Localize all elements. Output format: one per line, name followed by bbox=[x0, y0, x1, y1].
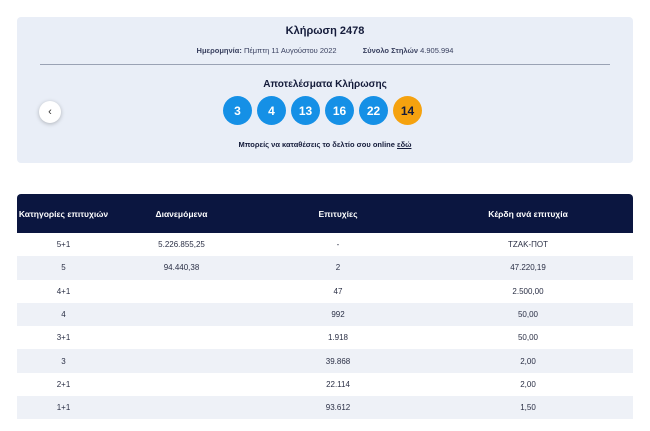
online-note: Μπορείς να καταθέσεις το δελτίο σου onli… bbox=[17, 140, 633, 149]
number-ball: 16 bbox=[325, 96, 354, 125]
draw-title: Κλήρωση 2478 bbox=[285, 25, 365, 37]
number-ball: 22 bbox=[359, 96, 388, 125]
cell-category: 4+1 bbox=[56, 286, 71, 296]
online-note-text: Μπορείς να καταθέσεις το δελτίο σου onli… bbox=[238, 140, 395, 149]
cell-winners: 39.868 bbox=[325, 356, 351, 366]
cell-distributed bbox=[110, 373, 253, 396]
date-value: Πέμπτη 11 Αυγούστου 2022 bbox=[243, 46, 337, 55]
table-row: 4+1 47 2.500,00 bbox=[17, 279, 633, 303]
cell-distributed bbox=[110, 303, 253, 326]
header-distributed: Διανεμόμενα bbox=[155, 208, 208, 219]
winning-numbers: 3 4 13 16 22 14 bbox=[223, 96, 422, 125]
table-row: 3 39.868 2,00 bbox=[17, 349, 633, 373]
cell-category: 5 bbox=[61, 263, 66, 273]
chevron-left-icon: ‹ bbox=[48, 106, 52, 118]
cell-distributed bbox=[110, 396, 253, 419]
cell-winners: 992 bbox=[331, 310, 345, 320]
cell-winners: - bbox=[336, 240, 340, 250]
draw-card: Κλήρωση 2478 Ημερομηνία: Πέμπτη 11 Αυγού… bbox=[17, 17, 633, 163]
cell-distributed bbox=[110, 349, 253, 372]
cell-category: 4 bbox=[61, 310, 66, 320]
prize-table: Κατηγορίες επιτυχιών Διανεμόμενα Επιτυχί… bbox=[17, 194, 633, 420]
date-label: Ημερομηνία: bbox=[196, 46, 242, 55]
cell-winners: 47 bbox=[333, 286, 343, 296]
table-row: 1+1 93.612 1,50 bbox=[17, 396, 633, 420]
cell-category: 2+1 bbox=[56, 379, 71, 389]
cell-distributed bbox=[110, 280, 253, 303]
cell-prize: 47.220,19 bbox=[510, 263, 546, 273]
results-title: Αποτελέσματα Κλήρωσης bbox=[263, 79, 387, 90]
cell-winners: 93.612 bbox=[325, 403, 351, 413]
cell-winners: 1.918 bbox=[327, 333, 349, 343]
number-ball: 4 bbox=[257, 96, 286, 125]
cell-prize: 50,00 bbox=[517, 310, 539, 320]
table-row: 4 992 50,00 bbox=[17, 302, 633, 327]
cell-prize: 2.500,00 bbox=[512, 286, 544, 296]
total-columns-label: Σύνολο Στηλών bbox=[362, 46, 418, 55]
draw-meta: Ημερομηνία: Πέμπτη 11 Αυγούστου 2022 Σύν… bbox=[17, 46, 633, 55]
cell-distributed bbox=[110, 326, 253, 349]
cell-category: 5+1 bbox=[56, 240, 71, 250]
header-categories: Κατηγορίες επιτυχιών bbox=[18, 208, 109, 219]
cell-category: 3+1 bbox=[56, 333, 71, 343]
cell-winners: 2 bbox=[335, 263, 341, 273]
cell-prize: 2,00 bbox=[520, 356, 536, 366]
table-row: 3+1 1.918 50,00 bbox=[17, 326, 633, 350]
cell-distributed: 5.226.855,25 bbox=[158, 240, 205, 250]
table-row: 5 94.440,38 2 47.220,19 bbox=[17, 256, 633, 280]
cell-winners: 22.114 bbox=[326, 379, 350, 389]
cell-prize: 1,50 bbox=[520, 403, 536, 413]
cell-prize: 2,00 bbox=[520, 379, 536, 389]
table-row: 5+1 5.226.855,25 - ΤΖΑΚ-ΠΟΤ bbox=[17, 233, 633, 257]
cell-prize: 50,00 bbox=[517, 333, 539, 343]
cell-category: 1+1 bbox=[56, 403, 71, 413]
header-prize-per-winner: Κέρδη ανά επιτυχία bbox=[488, 208, 568, 219]
total-columns-value: 4.905.994 bbox=[420, 46, 454, 55]
divider bbox=[40, 64, 610, 65]
number-ball: 3 bbox=[223, 96, 252, 125]
table-header-row: Κατηγορίες επιτυχιών Διανεμόμενα Επιτυχί… bbox=[17, 194, 633, 233]
number-ball: 13 bbox=[291, 96, 320, 125]
online-link[interactable]: εδώ bbox=[397, 140, 412, 149]
header-winners: Επιτυχίες bbox=[318, 208, 358, 219]
cell-prize: ΤΖΑΚ-ΠΟΤ bbox=[508, 240, 548, 250]
cell-distributed: 94.440,38 bbox=[163, 263, 200, 273]
previous-draw-button[interactable]: ‹ bbox=[39, 101, 61, 123]
cell-category: 3 bbox=[61, 356, 66, 366]
joker-ball: 14 bbox=[393, 96, 422, 125]
table-row: 2+1 22.114 2,00 bbox=[17, 372, 633, 397]
